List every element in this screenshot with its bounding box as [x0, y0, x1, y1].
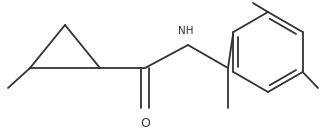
- Text: O: O: [140, 117, 150, 130]
- Text: NH: NH: [178, 26, 194, 36]
